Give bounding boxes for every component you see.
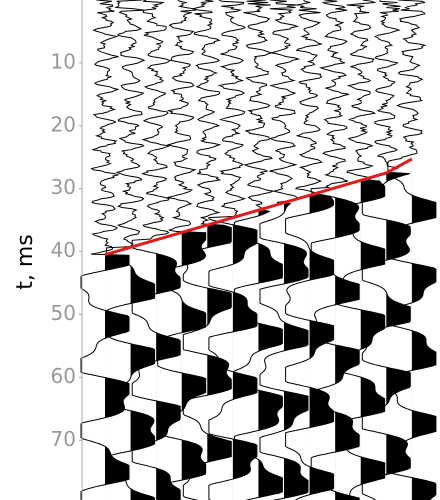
wiggle-trace xyxy=(259,0,309,500)
wiggle-fill xyxy=(309,0,334,500)
wiggle-fill xyxy=(105,0,129,500)
y-tick-label: 20 xyxy=(51,112,76,136)
wiggle-fill xyxy=(284,0,308,500)
traces xyxy=(80,0,437,500)
y-tick-label: 50 xyxy=(51,301,76,325)
wiggle-fill xyxy=(258,0,283,500)
y-tick-label: 70 xyxy=(51,427,76,451)
wiggle-fill xyxy=(207,0,232,500)
wiggle-trace xyxy=(387,0,437,500)
y-axis-label: t, ms xyxy=(13,234,38,290)
first-break-line xyxy=(104,157,413,257)
wiggle-trace xyxy=(208,0,258,500)
y-tick-label: 30 xyxy=(51,175,76,199)
y-tick-label: 40 xyxy=(51,238,76,262)
wiggle-trace xyxy=(157,0,207,500)
wiggle-trace xyxy=(182,0,232,500)
wiggle-fill xyxy=(360,0,385,500)
wiggle-trace xyxy=(233,0,283,500)
wiggle-trace xyxy=(310,0,360,500)
wiggle-trace xyxy=(106,0,156,500)
y-tick-label: 60 xyxy=(51,364,76,388)
wiggle-trace xyxy=(131,0,181,500)
wiggle-fill xyxy=(181,0,206,500)
y-tick-label: 10 xyxy=(51,49,76,73)
wiggle-trace xyxy=(361,0,411,500)
wiggle-trace xyxy=(80,0,130,500)
wiggle-fill xyxy=(335,0,360,500)
wiggle-trace xyxy=(336,0,386,500)
wiggle-fill xyxy=(232,0,257,500)
